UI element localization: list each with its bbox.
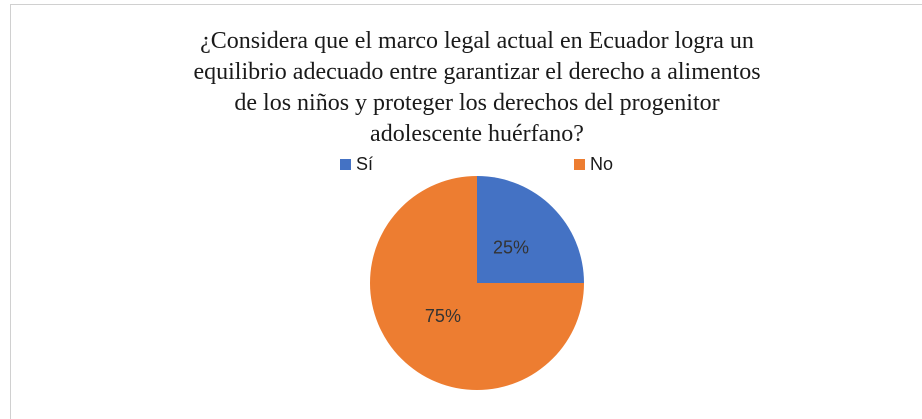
legend-label: No <box>590 154 613 174</box>
chart-title: ¿Considera que el marco legal actual en … <box>200 28 754 54</box>
chart-title: equilibrio adecuado entre garantizar el … <box>193 59 760 85</box>
legend-label: Sí <box>356 154 373 174</box>
pie-slice <box>477 176 584 283</box>
chart-title: de los niños y proteger los derechos del… <box>234 90 719 116</box>
data-label: 25% <box>493 238 529 258</box>
data-label: 75% <box>425 306 461 326</box>
legend-swatch <box>340 159 351 170</box>
legend-swatch <box>574 159 585 170</box>
pie-slice <box>370 176 584 390</box>
chart-title: adolescente huérfano? <box>370 121 584 147</box>
